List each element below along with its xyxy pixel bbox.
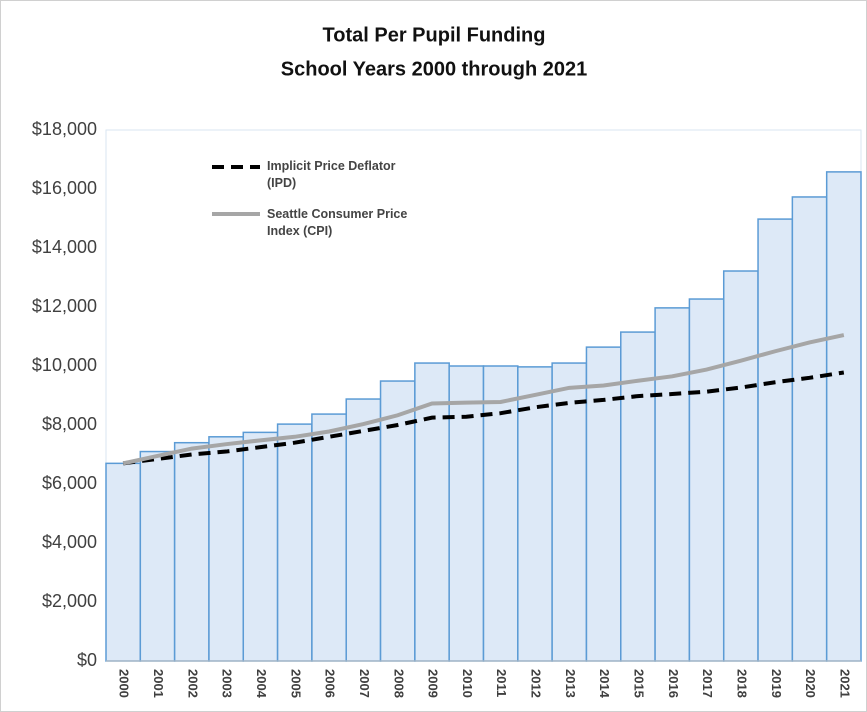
x-tick-label: 2015 — [631, 669, 646, 698]
bar — [242, 431, 279, 662]
line-series — [122, 333, 845, 466]
x-tick-label: 2019 — [769, 669, 784, 698]
bar — [688, 298, 725, 662]
y-tick-label: $0 — [77, 650, 97, 670]
x-tick-label: 2000 — [117, 669, 132, 698]
x-tick-label: 2002 — [185, 669, 200, 698]
bar — [585, 346, 622, 662]
x-tick-label: 2016 — [666, 669, 681, 698]
bar — [654, 307, 691, 662]
bar — [448, 365, 485, 662]
bar — [757, 218, 794, 662]
x-tick-label: 2007 — [357, 669, 372, 698]
y-tick-label: $2,000 — [42, 591, 97, 611]
y-tick-label: $10,000 — [32, 355, 97, 375]
bar — [208, 436, 245, 662]
bar — [791, 196, 828, 662]
bar — [722, 270, 759, 662]
line-series — [122, 370, 845, 466]
chart-subtitle: School Years 2000 through 2021 — [281, 58, 587, 80]
bar — [517, 366, 553, 662]
y-tick-label: $16,000 — [32, 178, 97, 198]
x-tick-label: 2012 — [529, 669, 544, 698]
x-tick-label: 2003 — [220, 669, 235, 698]
y-tick-label: $8,000 — [42, 414, 97, 434]
bar — [311, 413, 347, 662]
y-tick-label: $6,000 — [42, 473, 97, 493]
bar — [139, 450, 176, 662]
x-tick-label: 2021 — [837, 669, 852, 698]
x-tick-label: 2009 — [426, 669, 441, 698]
bar — [551, 362, 588, 662]
x-tick-label: 2020 — [803, 669, 818, 698]
bar — [276, 423, 313, 662]
bar — [482, 365, 519, 662]
bar — [345, 398, 382, 662]
bar — [173, 441, 210, 662]
x-tick-label: 2004 — [254, 669, 269, 699]
y-tick-label: $4,000 — [42, 532, 97, 552]
x-tick-label: 2014 — [597, 669, 612, 699]
x-tick-label: 2001 — [151, 669, 166, 698]
legend-label: Seattle Consumer Price Index (CPI) — [267, 207, 408, 238]
y-tick-label: $14,000 — [32, 237, 97, 257]
bar — [825, 171, 862, 662]
x-tick-label: 2005 — [288, 669, 303, 698]
y-tick-label: $18,000 — [32, 119, 97, 139]
x-tick-label: 2010 — [460, 669, 475, 698]
legend-label: Implicit Price Deflator (IPD) — [267, 159, 396, 190]
x-tick-label: 2013 — [563, 669, 578, 698]
x-tick-label: 2008 — [391, 669, 406, 698]
x-tick-label: 2017 — [700, 669, 715, 698]
bar — [105, 462, 142, 662]
x-tick-label: 2018 — [734, 669, 749, 698]
y-tick-label: $12,000 — [32, 296, 97, 316]
chart-title: Total Per Pupil Funding — [323, 24, 546, 46]
x-tick-label: 2011 — [494, 669, 509, 697]
x-tick-label: 2006 — [323, 669, 338, 698]
